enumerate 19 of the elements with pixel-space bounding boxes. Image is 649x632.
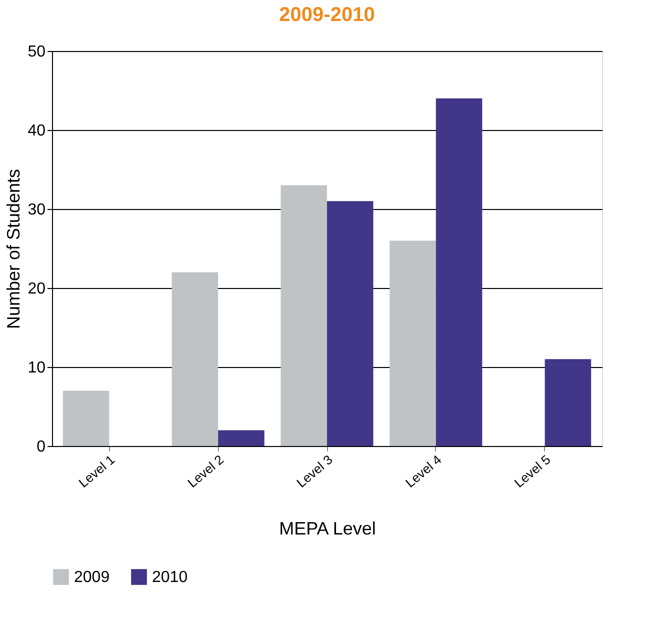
- y-tick-label: 20: [28, 280, 46, 298]
- bar: [390, 240, 436, 446]
- y-tick-label: 0: [36, 438, 46, 456]
- bar: [327, 201, 374, 446]
- legend-label: 2009: [74, 569, 110, 586]
- bar: [544, 359, 592, 446]
- y-axis-title: Number of Students: [4, 168, 24, 330]
- x-axis-title: MEPA Level: [279, 518, 376, 538]
- y-tick-label: 50: [28, 44, 46, 60]
- bar: [172, 272, 218, 446]
- bar: [218, 430, 264, 446]
- y-tick-label: 40: [28, 122, 46, 140]
- legend-label: 2010: [152, 569, 188, 586]
- y-tick-label: 30: [28, 202, 46, 218]
- bar: [436, 98, 482, 446]
- y-tick-label: 10: [28, 360, 46, 376]
- chart-title: 2009-2010: [279, 4, 375, 26]
- bar: [62, 390, 110, 446]
- bar: [280, 185, 327, 446]
